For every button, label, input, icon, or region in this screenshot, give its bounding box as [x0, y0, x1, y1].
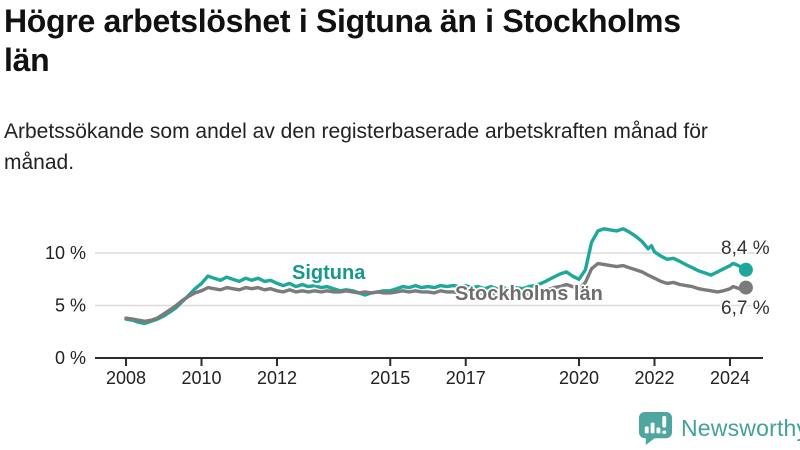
y-tick-label: 0 %	[55, 348, 86, 368]
series-line-sigtuna	[124, 227, 748, 326]
series-label-stockholms-lan: Stockholms län	[455, 283, 603, 305]
series-line-stockholms-l-n	[124, 261, 748, 323]
x-tick-label: 2020	[559, 368, 599, 388]
x-tick-label: 2024	[710, 368, 750, 388]
end-value-label-sigtuna: 8,4 %	[721, 238, 770, 259]
newsworthy-logo[interactable]: Newsworthy	[638, 411, 800, 446]
x-tick-label: 2012	[257, 368, 297, 388]
x-tick-label: 2015	[370, 368, 410, 388]
x-tick-label: 2008	[106, 368, 146, 388]
series-label-sigtuna: Sigtuna	[292, 262, 366, 284]
page-title: Högre arbetslöshet i Sigtuna än i Stockh…	[4, 3, 681, 78]
y-tick-label: 5 %	[55, 296, 86, 316]
end-value-label-stockholms-lan: 6,7 %	[721, 298, 770, 319]
series-end-dot-sigtuna	[738, 262, 753, 277]
newsworthy-logo-text: Newsworthy	[681, 415, 800, 441]
page-subtitle: Arbetssökande som andel av den registerb…	[4, 120, 708, 174]
series-end-dot-stockholms-l-n	[738, 280, 753, 295]
x-tick-label: 2022	[634, 368, 674, 388]
x-tick-label: 2017	[446, 368, 486, 388]
newsworthy-logo-icon	[638, 411, 673, 446]
y-tick-label: 10 %	[45, 243, 86, 263]
x-tick-label: 2010	[181, 368, 221, 388]
